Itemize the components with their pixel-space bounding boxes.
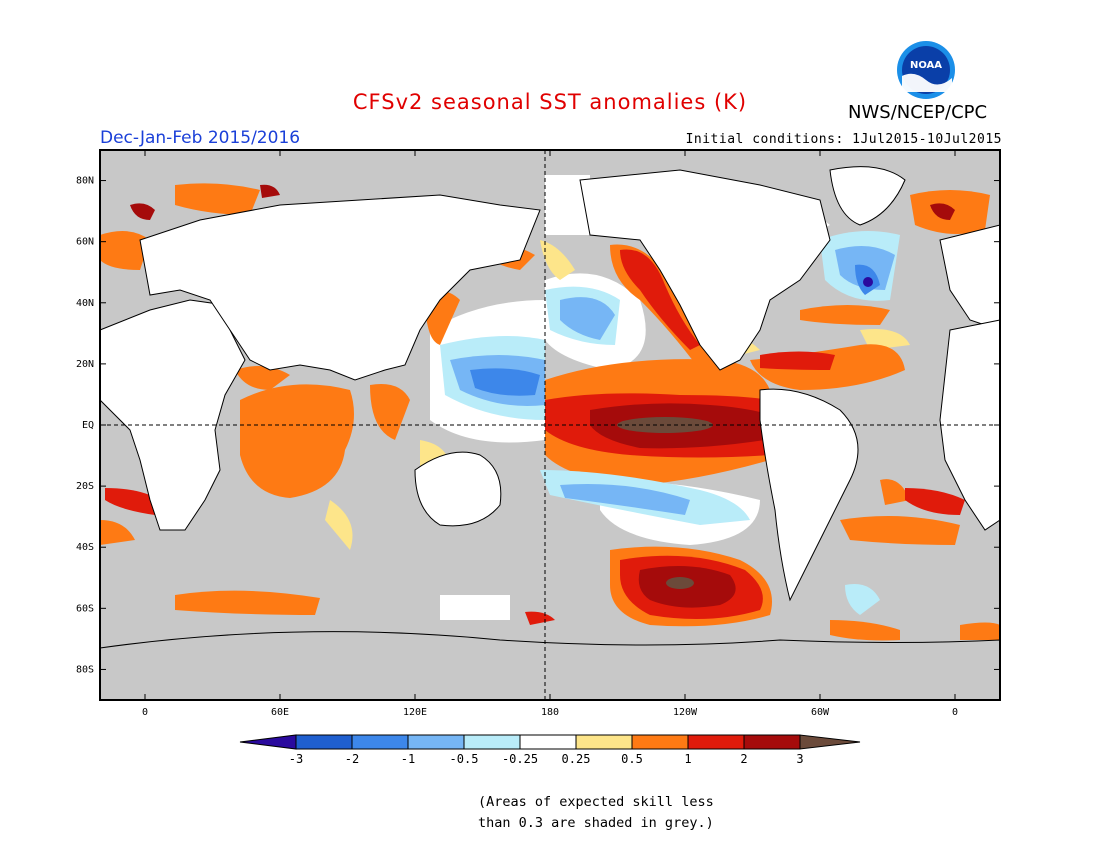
colorbar-tick-label: 3	[796, 752, 803, 766]
lat-label: EQ	[82, 420, 94, 431]
lat-label: 80N	[76, 176, 94, 187]
lon-label: 60W	[811, 707, 830, 718]
skill-note-line2: than 0.3 are shaded in grey.)	[478, 815, 714, 831]
colorbar-tick-label: -1	[401, 752, 415, 766]
colorbar-tick-label: 0.25	[562, 752, 591, 766]
colorbar-tick-label: -0.5	[450, 752, 479, 766]
landmass-south-america	[759, 388, 859, 602]
colorbar-tick-label: -3	[289, 752, 303, 766]
latitude-labels: 80N 60N 40N 20N EQ 20S 40S 60S 80S	[76, 176, 94, 676]
landmass-eurasia	[139, 194, 541, 381]
colorbar-swatch	[631, 734, 689, 750]
colorbar-swatch	[519, 734, 577, 750]
lat-label: 60N	[76, 237, 94, 248]
landmass-north-america	[579, 169, 831, 371]
landmass-antarctica	[99, 631, 1001, 701]
colorbar-swatch	[575, 734, 633, 750]
colorbar-high-extension	[799, 734, 861, 750]
lon-label: 60E	[271, 707, 289, 718]
lat-label: 40S	[76, 542, 94, 553]
colorbar-swatch	[407, 734, 465, 750]
colorbar-swatches	[239, 734, 861, 750]
colorbar-swatch	[351, 734, 409, 750]
colorbar-tick-label: -0.25	[502, 752, 538, 766]
axis-ticks	[100, 150, 1000, 700]
colorbar-tick-label: 2	[740, 752, 747, 766]
lon-label: 180	[541, 707, 559, 718]
lon-label: 0	[142, 707, 148, 718]
skill-note: (Areas of expected skill less than 0.3 a…	[478, 792, 714, 834]
colorbar-swatch	[463, 734, 521, 750]
initial-conditions-label: Initial conditions: 1Jul2015-10Jul2015	[685, 132, 1002, 147]
lat-label: 20N	[76, 359, 94, 370]
extreme-positive-anomaly-areas	[617, 417, 713, 589]
colorbar-low-extension	[239, 734, 297, 750]
lon-label: 120E	[403, 707, 427, 718]
colorbar-tick-label: -2	[345, 752, 359, 766]
land-masses	[99, 166, 1001, 701]
landmass-greenland	[829, 166, 906, 226]
lon-label: 120W	[673, 707, 698, 718]
colorbar-labels: -3 -2 -1 -0.5 -0.25 0.25 0.5 1 2 3	[289, 752, 804, 766]
map-title: CFSv2 seasonal SST anomalies (K)	[352, 90, 748, 114]
colorbar-swatch	[295, 734, 353, 750]
noaa-logo-text: NOAA	[910, 60, 942, 71]
lat-label: 80S	[76, 664, 94, 675]
colorbar-tick-label: 0.5	[621, 752, 643, 766]
colorbar-swatch	[743, 734, 801, 750]
noaa-logo: NOAA	[897, 41, 955, 99]
longitude-labels: 0 60E 120E 180 120W 60W 0	[142, 707, 958, 718]
lon-label: 0	[952, 707, 958, 718]
lat-label: 60S	[76, 603, 94, 614]
lat-label: 20S	[76, 481, 94, 492]
season-subtitle: Dec-Jan-Feb 2015/2016	[100, 128, 301, 148]
colorbar-swatch	[687, 734, 745, 750]
agency-label: NWS/NCEP/CPC	[848, 102, 988, 123]
lat-label: 40N	[76, 298, 94, 309]
skill-note-line1: (Areas of expected skill less	[478, 794, 714, 810]
colorbar-tick-label: 1	[684, 752, 691, 766]
landmass-australia	[414, 451, 502, 527]
